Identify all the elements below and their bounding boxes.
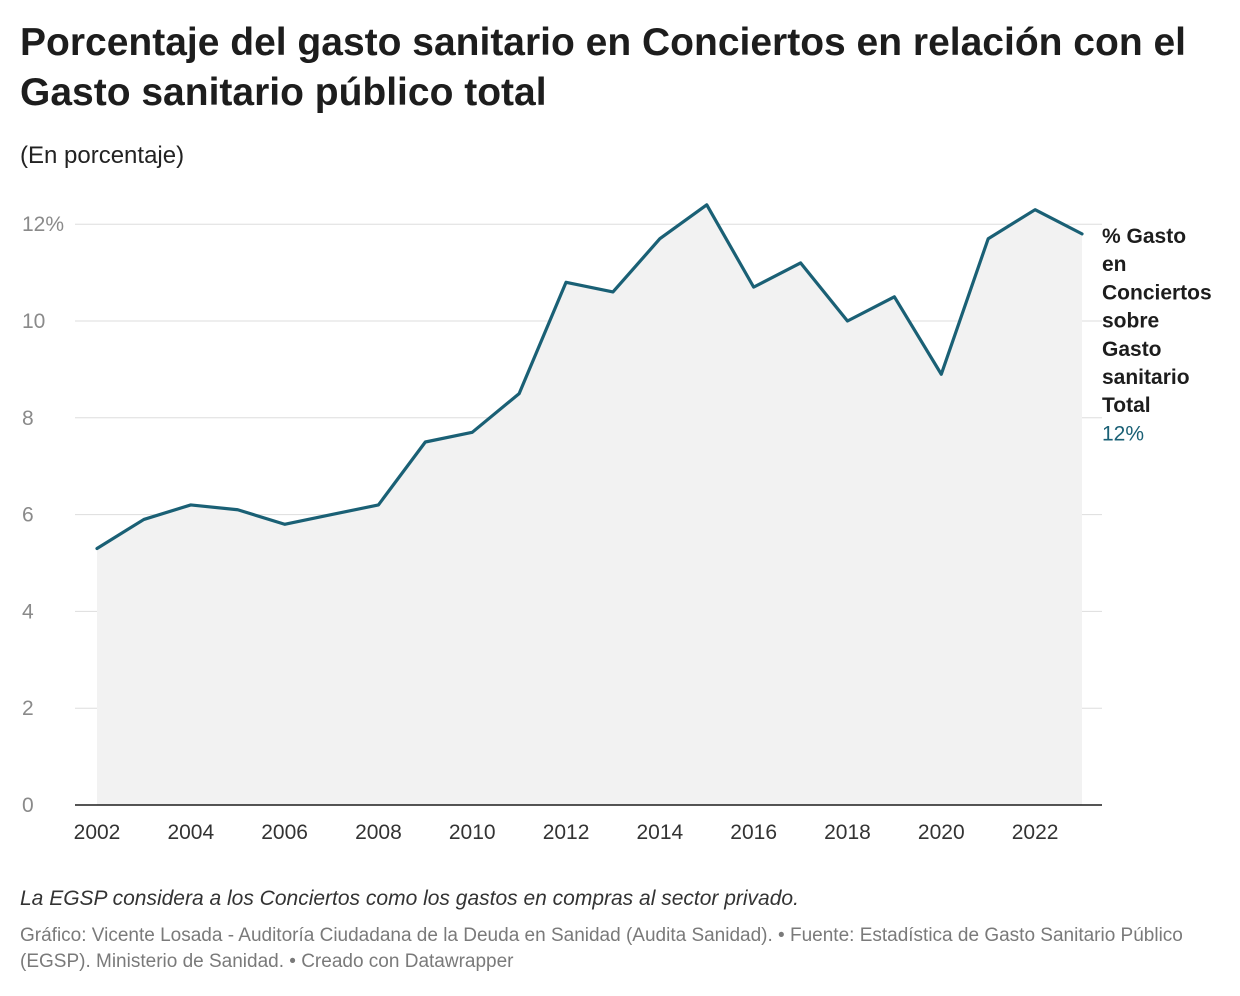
x-tick-label: 2020 (918, 821, 965, 844)
series-line (95, 203, 1084, 551)
series-label-line: Total (1102, 394, 1151, 417)
x-tick-label: 2004 (167, 821, 214, 844)
y-tick-label: 0 (22, 794, 34, 817)
y-tick-label: 12% (22, 213, 64, 236)
area-layer (97, 204, 1082, 806)
data-point (564, 280, 568, 284)
data-point (799, 261, 803, 265)
x-tick-label: 2002 (74, 821, 121, 844)
chart-subtitle: (En porcentaje) (20, 142, 185, 169)
chart-note: La EGSP considera a los Conciertos como … (20, 887, 799, 910)
x-tick-label: 2006 (261, 821, 308, 844)
x-tick-label: 2008 (355, 821, 402, 844)
x-tick-label: 2016 (730, 821, 777, 844)
x-tick-label: 2012 (543, 821, 590, 844)
x-tick-label: 2022 (1012, 821, 1059, 844)
y-tick-label: 10 (22, 310, 45, 333)
data-point (236, 508, 240, 512)
data-point (423, 440, 427, 444)
data-point (517, 392, 521, 396)
series-label-line: sobre (1102, 310, 1159, 333)
chart-title: Porcentaje del gasto sanitario en Concie… (20, 21, 1187, 114)
data-point (1080, 232, 1084, 236)
data-point (611, 290, 615, 294)
data-point (142, 517, 146, 521)
data-point (658, 237, 662, 241)
y-tick-label: 4 (22, 600, 34, 623)
data-point (283, 522, 287, 526)
x-tick-label: 2014 (636, 821, 683, 844)
chart-source: Gráfico: Vicente Losada - Auditoría Ciud… (20, 925, 1183, 972)
data-point (939, 372, 943, 376)
data-point (892, 295, 896, 299)
y-axis-ticks: 0 2 4 6 8 10 12% (22, 213, 64, 817)
series-label-line: % Gasto (1102, 225, 1186, 248)
data-point (95, 546, 99, 550)
data-point (705, 203, 709, 207)
data-point (470, 430, 474, 434)
series-area (97, 204, 1082, 806)
series-label-line: en (1102, 253, 1127, 276)
data-point (189, 503, 193, 507)
y-tick-label: 2 (22, 697, 34, 720)
x-axis-ticks: 2002 2004 2006 2008 2010 2012 2014 2016 2018 2020… (74, 804, 1102, 844)
series-label-group: % Gasto en Conciertos sobre Gasto sanitario To… (1102, 225, 1212, 445)
x-tick-label: 2018 (824, 821, 871, 844)
data-point (752, 285, 756, 289)
data-point (376, 503, 380, 507)
data-point (330, 513, 334, 517)
x-tick-label: 2010 (449, 821, 496, 844)
series-label-line: Gasto (1102, 338, 1162, 361)
y-tick-label: 8 (22, 407, 34, 430)
data-point (1033, 208, 1037, 212)
data-point (845, 319, 849, 323)
line-layer (95, 203, 1084, 551)
y-tick-label: 6 (22, 504, 34, 527)
series-label-line: sanitario (1102, 366, 1190, 389)
series-label-line: Conciertos (1102, 281, 1212, 304)
data-point (986, 237, 990, 241)
series-last-value: 12% (1102, 422, 1144, 445)
